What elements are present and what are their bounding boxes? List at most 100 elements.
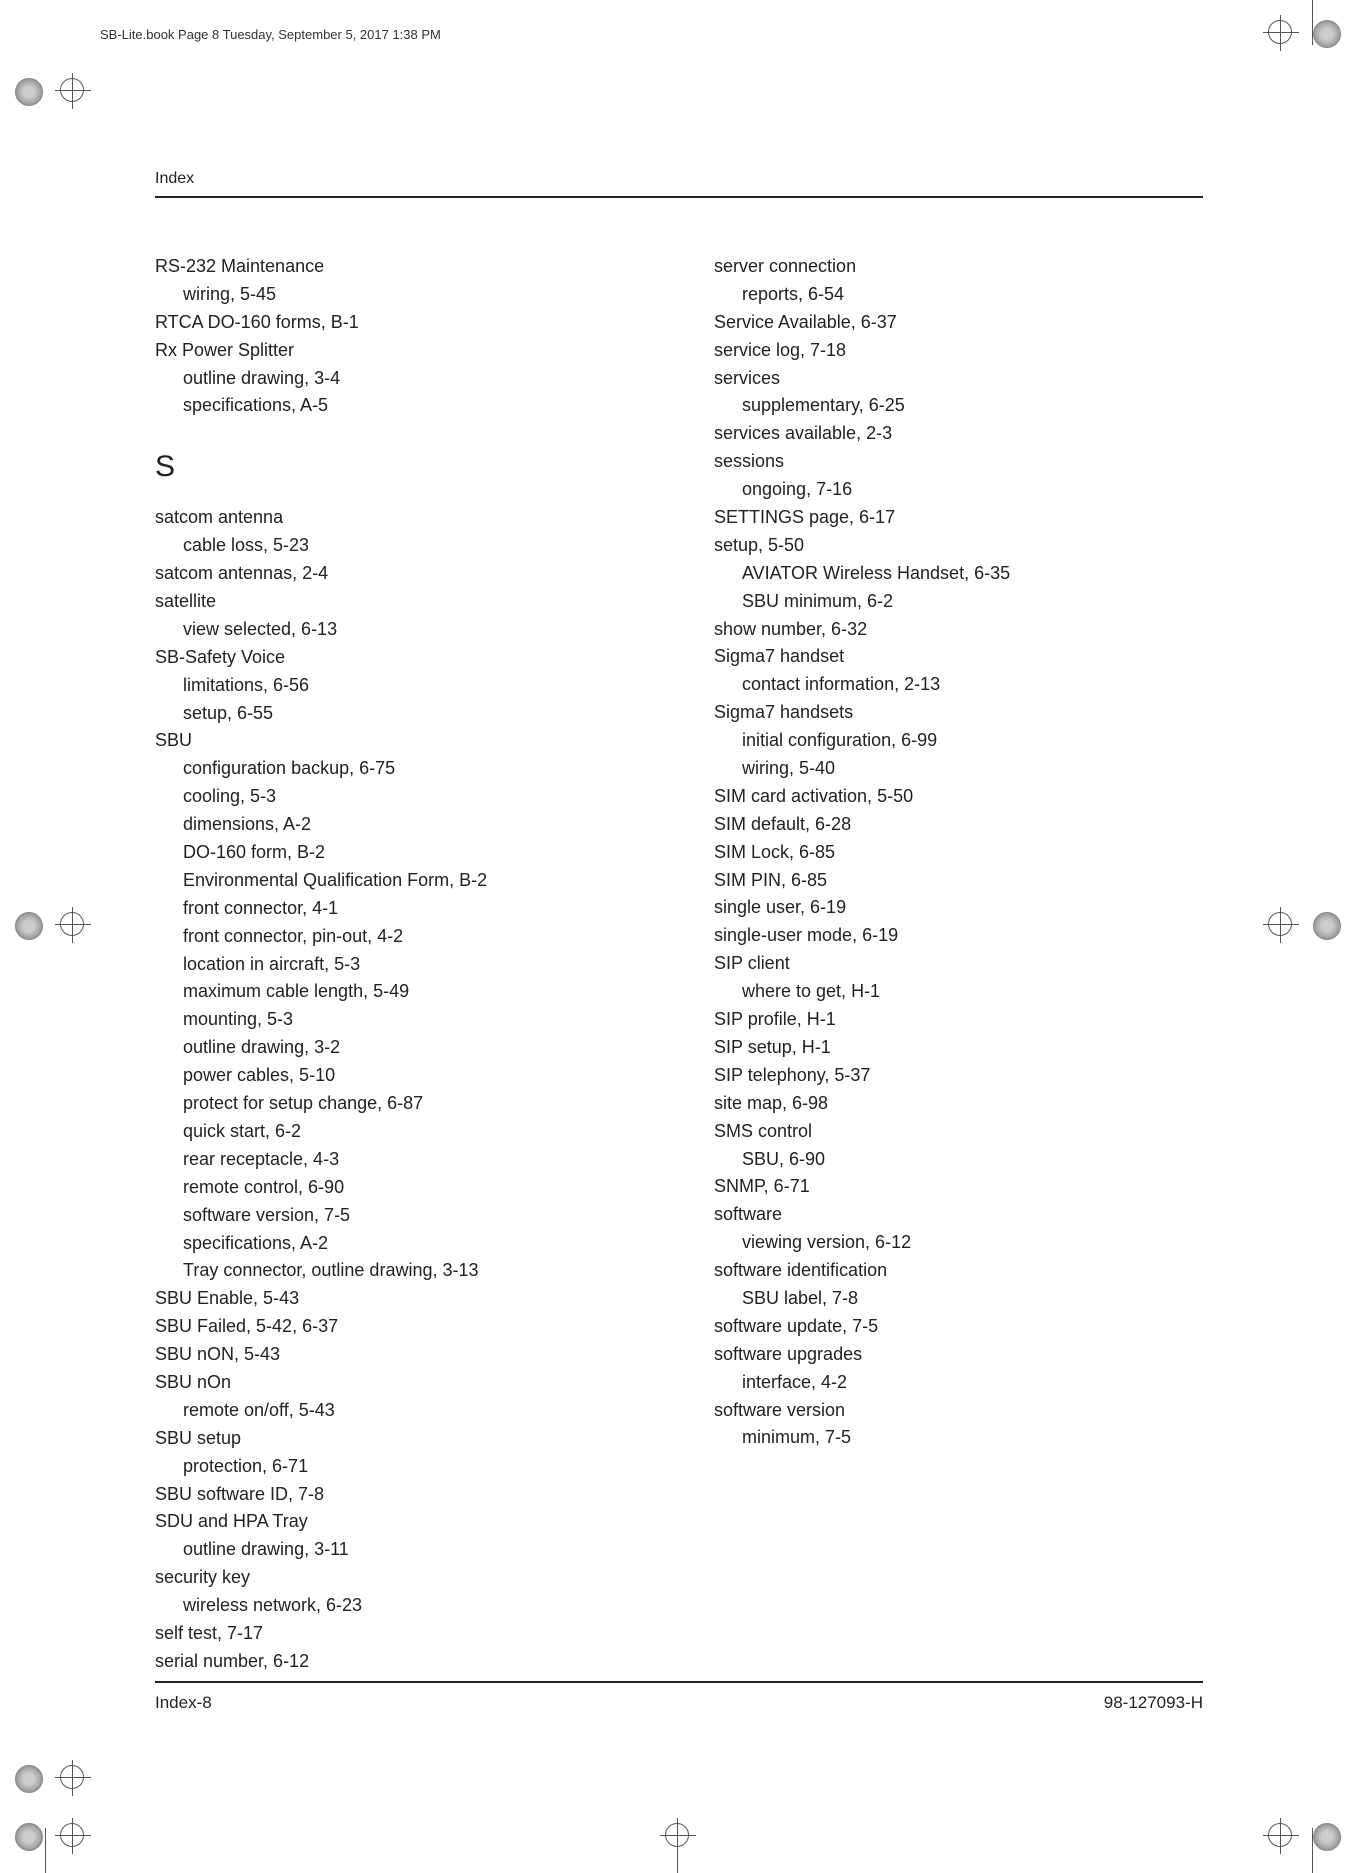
footer-page-number: Index-8	[155, 1693, 212, 1713]
index-entry: site map, 6-98	[714, 1090, 1203, 1118]
index-entry: contact information, 2-13	[742, 671, 1203, 699]
index-entry: software upgrades	[714, 1341, 1203, 1369]
index-entry: remote control, 6-90	[183, 1174, 644, 1202]
crop-mark-icon	[1313, 20, 1343, 50]
page-footer: Index-8 98-127093-H	[155, 1681, 1203, 1713]
index-entry: wireless network, 6-23	[183, 1592, 644, 1620]
crop-mark-icon	[60, 1765, 90, 1795]
index-entry: show number, 6-32	[714, 616, 1203, 644]
index-entry: SIP telephony, 5-37	[714, 1062, 1203, 1090]
running-head: Index	[155, 170, 1203, 198]
index-entry: protect for setup change, 6-87	[183, 1090, 644, 1118]
index-entry: SB-Safety Voice	[155, 644, 644, 672]
index-entry: specifications, A-5	[183, 392, 644, 420]
index-entry: reports, 6-54	[742, 281, 1203, 309]
index-entry: quick start, 6-2	[183, 1118, 644, 1146]
index-entry: sessions	[714, 448, 1203, 476]
index-entry: SBU software ID, 7-8	[155, 1481, 644, 1509]
index-entry: single user, 6-19	[714, 894, 1203, 922]
index-entry: software version	[714, 1397, 1203, 1425]
index-entry: maximum cable length, 5-49	[183, 978, 644, 1006]
index-entry: SDU and HPA Tray	[155, 1508, 644, 1536]
index-entry: SBU label, 7-8	[742, 1285, 1203, 1313]
index-entry: front connector, pin-out, 4-2	[183, 923, 644, 951]
index-entry: security key	[155, 1564, 644, 1592]
index-entry: supplementary, 6-25	[742, 392, 1203, 420]
index-section-letter: S	[155, 450, 644, 484]
index-entry: SBU Failed, 5-42, 6-37	[155, 1313, 644, 1341]
crop-mark-icon	[15, 1765, 45, 1795]
index-entry: SBU	[155, 727, 644, 755]
page-content: Index RS-232 Maintenancewiring, 5-45RTCA…	[155, 170, 1203, 1713]
index-entry: server connection	[714, 253, 1203, 281]
crop-mark-icon	[15, 78, 45, 108]
index-entry: cable loss, 5-23	[183, 532, 644, 560]
index-entry: rear receptacle, 4-3	[183, 1146, 644, 1174]
index-entry: satcom antenna	[155, 504, 644, 532]
index-entry: SIP profile, H-1	[714, 1006, 1203, 1034]
crop-line-icon	[1312, 1828, 1313, 1873]
index-entry: initial configuration, 6-99	[742, 727, 1203, 755]
index-entry: wiring, 5-40	[742, 755, 1203, 783]
index-entry: setup, 6-55	[183, 700, 644, 728]
index-entry: mounting, 5-3	[183, 1006, 644, 1034]
index-entry: viewing version, 6-12	[742, 1229, 1203, 1257]
index-entry: Rx Power Splitter	[155, 337, 644, 365]
crop-mark-icon	[1268, 912, 1298, 942]
index-entry: software version, 7-5	[183, 1202, 644, 1230]
crop-mark-icon	[15, 1823, 45, 1853]
index-entry: specifications, A-2	[183, 1230, 644, 1258]
crop-mark-icon	[1268, 20, 1298, 50]
index-entry: SBU nON, 5-43	[155, 1341, 644, 1369]
index-entry: DO-160 form, B-2	[183, 839, 644, 867]
index-entry: software	[714, 1201, 1203, 1229]
crop-mark-icon	[15, 912, 45, 942]
index-entry: remote on/off, 5-43	[183, 1397, 644, 1425]
index-entry: Environmental Qualification Form, B-2	[183, 867, 644, 895]
index-entry: outline drawing, 3-2	[183, 1034, 644, 1062]
index-entry: wiring, 5-45	[183, 281, 644, 309]
crop-mark-icon	[60, 912, 90, 942]
index-entry: SIM Lock, 6-85	[714, 839, 1203, 867]
index-entry: satellite	[155, 588, 644, 616]
index-entry: RS-232 Maintenance	[155, 253, 644, 281]
index-column-left: RS-232 Maintenancewiring, 5-45RTCA DO-16…	[155, 253, 644, 1676]
index-entry: software identification	[714, 1257, 1203, 1285]
page-header: SB-Lite.book Page 8 Tuesday, September 5…	[100, 27, 441, 42]
index-entry: RTCA DO-160 forms, B-1	[155, 309, 644, 337]
crop-mark-icon	[665, 1823, 695, 1853]
crop-line-icon	[1312, 0, 1313, 45]
index-entry: AVIATOR Wireless Handset, 6-35	[742, 560, 1203, 588]
index-entry: ongoing, 7-16	[742, 476, 1203, 504]
index-column-right: server connectionreports, 6-54Service Av…	[714, 253, 1203, 1676]
index-entry: SIM default, 6-28	[714, 811, 1203, 839]
index-entry: SNMP, 6-71	[714, 1173, 1203, 1201]
index-entry: interface, 4-2	[742, 1369, 1203, 1397]
index-entry: SBU setup	[155, 1425, 644, 1453]
index-entry: minimum, 7-5	[742, 1424, 1203, 1452]
index-entry: outline drawing, 3-11	[183, 1536, 644, 1564]
index-entry: outline drawing, 3-4	[183, 365, 644, 393]
index-entry: power cables, 5-10	[183, 1062, 644, 1090]
index-entry: Tray connector, outline drawing, 3-13	[183, 1257, 644, 1285]
index-entry: SIP client	[714, 950, 1203, 978]
index-entry: SIP setup, H-1	[714, 1034, 1203, 1062]
crop-mark-icon	[1268, 1823, 1298, 1853]
index-entry: dimensions, A-2	[183, 811, 644, 839]
index-entry: cooling, 5-3	[183, 783, 644, 811]
index-entry: location in aircraft, 5-3	[183, 951, 644, 979]
footer-doc-id: 98-127093-H	[1104, 1693, 1203, 1713]
index-entry: satcom antennas, 2-4	[155, 560, 644, 588]
index-entry: SETTINGS page, 6-17	[714, 504, 1203, 532]
index-entry: Sigma7 handset	[714, 643, 1203, 671]
index-entry: SBU Enable, 5-43	[155, 1285, 644, 1313]
index-entry: limitations, 6-56	[183, 672, 644, 700]
index-entry: service log, 7-18	[714, 337, 1203, 365]
crop-mark-icon	[60, 78, 90, 108]
index-entry: protection, 6-71	[183, 1453, 644, 1481]
index-entry: configuration backup, 6-75	[183, 755, 644, 783]
crop-mark-icon	[1313, 1823, 1343, 1853]
crop-mark-icon	[1313, 912, 1343, 942]
index-entry: SBU nOn	[155, 1369, 644, 1397]
index-entry: front connector, 4-1	[183, 895, 644, 923]
